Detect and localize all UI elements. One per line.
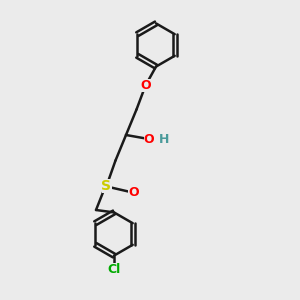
Text: S: S — [101, 179, 112, 193]
Text: O: O — [144, 133, 154, 146]
Text: H: H — [159, 133, 169, 146]
Text: O: O — [128, 185, 139, 199]
Text: O: O — [140, 79, 151, 92]
Text: Cl: Cl — [107, 263, 121, 276]
